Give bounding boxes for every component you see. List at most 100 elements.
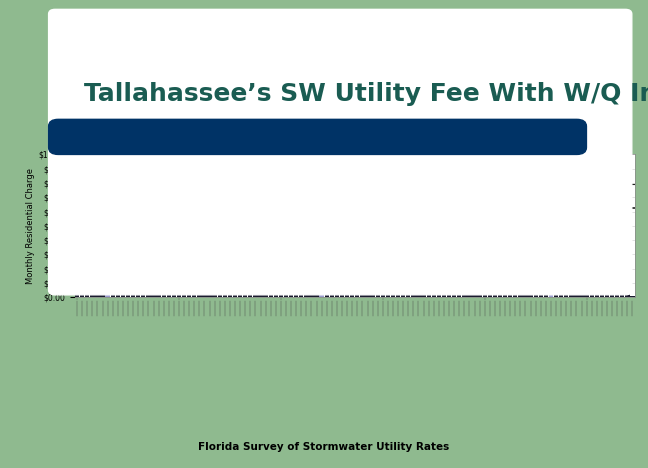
Bar	[314, 255, 319, 297]
Bar	[579, 281, 584, 297]
Bar	[264, 253, 268, 297]
Bar	[248, 250, 253, 297]
Bar	[136, 214, 141, 297]
Bar	[569, 279, 573, 297]
Bar	[416, 266, 421, 297]
Bar	[106, 208, 110, 297]
Bar	[345, 259, 349, 297]
Bar	[376, 262, 380, 297]
Bar	[304, 255, 308, 297]
Bar	[243, 247, 248, 297]
Bar	[319, 256, 324, 297]
Bar	[605, 285, 609, 297]
Bar	[544, 276, 548, 297]
Bar	[574, 280, 579, 297]
Bar	[172, 227, 176, 297]
Bar	[121, 212, 125, 297]
Y-axis label: Monthly Residential Charge: Monthly Residential Charge	[27, 168, 36, 284]
Bar	[457, 269, 461, 297]
Bar	[386, 263, 390, 297]
Bar	[115, 211, 120, 297]
Text: Tallahassee’s SW Utility Fee With W/Q Increase: Tallahassee’s SW Utility Fee With W/Q In…	[84, 81, 648, 106]
Bar	[421, 267, 426, 297]
Bar	[498, 271, 502, 297]
Bar	[131, 214, 135, 297]
Bar	[631, 296, 634, 297]
Bar	[187, 235, 191, 297]
Bar	[371, 262, 375, 297]
Bar	[90, 194, 95, 297]
Text: Florida Survey of Stormwater Utility Rates: Florida Survey of Stormwater Utility Rat…	[198, 442, 450, 452]
Bar	[462, 269, 467, 297]
Bar	[218, 240, 222, 297]
Bar	[273, 254, 278, 297]
Text: Tallahassee with $1.70 increase for total of $7.95 per ERU.: Tallahassee with $1.70 increase for tota…	[86, 183, 316, 194]
Bar	[213, 240, 217, 297]
Bar	[625, 293, 630, 297]
Bar	[559, 278, 563, 297]
Bar	[524, 273, 527, 297]
Bar	[289, 255, 294, 297]
Bar	[610, 285, 614, 297]
Bar	[146, 219, 150, 297]
Bar	[202, 239, 207, 297]
Bar	[335, 258, 339, 297]
Bar	[437, 268, 441, 297]
Bar	[294, 255, 298, 297]
Bar	[309, 255, 314, 297]
Bar	[111, 209, 115, 297]
Bar	[600, 284, 604, 297]
Bar	[478, 270, 482, 297]
Bar	[426, 267, 431, 297]
Bar	[192, 236, 196, 297]
Bar	[590, 282, 594, 297]
Bar	[355, 260, 360, 297]
Bar	[533, 274, 538, 297]
Bar	[279, 254, 283, 297]
Bar	[380, 263, 385, 297]
Bar	[620, 290, 625, 297]
Bar	[284, 254, 288, 297]
Bar	[564, 278, 568, 297]
Bar	[259, 253, 262, 297]
Bar	[513, 272, 518, 297]
Bar	[538, 275, 543, 297]
Bar	[508, 272, 513, 297]
Bar	[75, 173, 79, 297]
Bar	[80, 188, 84, 297]
Bar	[396, 264, 400, 297]
Bar	[492, 271, 497, 297]
Bar	[325, 256, 329, 297]
Bar	[177, 232, 181, 297]
Bar	[401, 265, 406, 297]
Bar	[442, 268, 446, 297]
Bar	[447, 269, 451, 297]
Bar	[528, 274, 533, 297]
Bar	[167, 226, 171, 297]
Bar	[549, 277, 553, 297]
Bar	[483, 270, 487, 297]
Text: Tallahassee with current rate of $6.25 per ERU.: Tallahassee with current rate of $6.25 p…	[111, 207, 314, 217]
Bar	[126, 212, 130, 297]
Bar	[584, 281, 589, 297]
Bar	[350, 259, 354, 297]
Bar	[223, 240, 227, 297]
Bar	[554, 277, 558, 297]
Bar	[85, 190, 89, 297]
Bar	[156, 226, 161, 297]
Bar	[391, 264, 395, 297]
Bar	[152, 226, 156, 297]
Bar	[518, 273, 522, 297]
Bar	[432, 268, 436, 297]
Bar	[503, 271, 507, 297]
Bar	[238, 241, 242, 297]
Bar	[141, 216, 146, 297]
Bar	[365, 262, 370, 297]
Bar	[595, 283, 599, 297]
Bar	[330, 257, 334, 297]
Bar	[299, 255, 303, 297]
Bar	[253, 252, 258, 297]
Bar	[615, 286, 619, 297]
Bar	[406, 266, 410, 297]
Bar	[340, 259, 344, 297]
